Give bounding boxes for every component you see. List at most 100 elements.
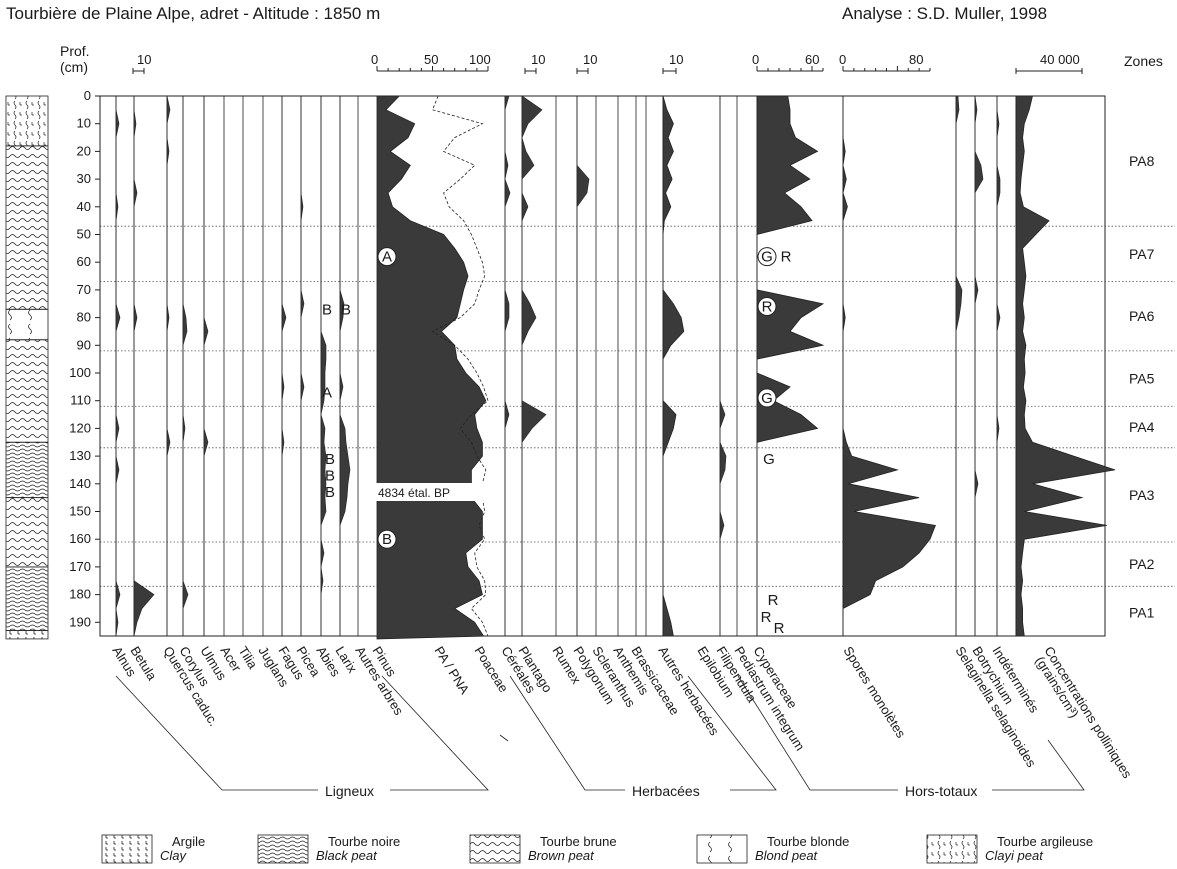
corylus-curve [182, 96, 189, 637]
depth-tick-label: 10 [77, 116, 91, 131]
lithology-layer-brown [5, 339, 49, 443]
depth-tick-label: 50 [77, 227, 91, 242]
cyperaceae-marker-r4: R [761, 609, 772, 626]
betula-scale-bar [132, 68, 145, 74]
depth-tick-label: 100 [69, 365, 91, 380]
legend-label: Argile [172, 834, 205, 849]
abies-marker-b3: B [325, 467, 335, 484]
legend-label: Tourbe noire [328, 834, 400, 849]
lithology-layer-blond [5, 308, 49, 341]
concentration-scale-bar [1015, 68, 1083, 74]
depth-tick-label: 90 [77, 337, 91, 352]
legend-label: Tourbe argileuse [997, 834, 1093, 849]
depth-tick-label: 130 [69, 448, 91, 463]
concentration-scale-label: 40 000 [1040, 52, 1080, 67]
taxon-label: Concentrations polliniques [1041, 644, 1135, 782]
abies-curve [320, 96, 327, 637]
lithology-layer-black [5, 566, 49, 632]
legend-label-english: Blond peat [755, 848, 819, 863]
group-bracket-line [992, 739, 1085, 791]
group-bracket-line [687, 675, 777, 791]
ulmus-curve [203, 96, 209, 637]
pinus-scale-100: 100 [469, 52, 491, 67]
legend-swatch [696, 834, 748, 864]
zone-label-pa4: PA4 [1129, 419, 1155, 435]
herbacees-scale-label: 10 [669, 52, 683, 67]
legend-label-english: Black peat [316, 848, 378, 863]
pinus-scale-ticks [376, 66, 489, 71]
lithology-layer-brown [5, 497, 49, 568]
cyperaceae-curve [756, 95, 825, 637]
depth-tick-label: 0 [84, 88, 91, 103]
depth-axis-title: Prof. [60, 43, 90, 59]
polygonum-curve [576, 96, 590, 637]
cyperaceae-scale-ticks [756, 66, 824, 71]
depth-tick-label: 120 [69, 420, 91, 435]
zone-boundaries: PA8 PA7 PA6 PA5 PA4 PA3 PA2 PA1 [100, 153, 1175, 621]
pinus-marker-a: A [382, 249, 392, 266]
cyperaceae-marker-g-circle [757, 247, 777, 267]
legend-swatch [926, 834, 978, 864]
group-ligneux: Ligneux [325, 783, 374, 799]
group-bracket-line [509, 675, 625, 791]
depth-axis-unit: (cm) [60, 59, 88, 75]
legend-label: Tourbe brune [540, 834, 617, 849]
group-bracket-line [115, 675, 318, 791]
cyperaceae-marker-r5: R [774, 620, 785, 637]
abies-marker-b2: B [325, 451, 335, 468]
pinus-curve [376, 95, 487, 640]
pa-pna-curve [431, 95, 489, 637]
zones-header: Zones [1124, 53, 1163, 69]
legend-label-english: Clayi peat [985, 848, 1044, 863]
depth-tick-label: 40 [77, 199, 91, 214]
date-label-box [374, 483, 486, 501]
botrychium-curve [974, 95, 984, 637]
lithology-layer-clay [5, 630, 49, 640]
group-hors-totaux: Hors-totaux [905, 783, 977, 799]
betula-scale-label: 10 [137, 52, 151, 67]
rumex-scale-bar [576, 68, 589, 74]
cyperaceae-marker-r2: R [762, 299, 773, 316]
cyperaceae-marker-g: G [761, 249, 773, 266]
legend-swatch [469, 834, 521, 864]
chart-title: Tourbière de Plaine Alpe, adret - Altitu… [6, 4, 381, 23]
depth-tick-label: 170 [69, 559, 91, 574]
group-brackets [115, 675, 1085, 791]
cereales-curve [504, 95, 511, 637]
pinus-scale-50: 50 [424, 52, 438, 67]
taxon-label: PA / PNA [431, 644, 472, 697]
lithology-layer-brown [5, 145, 49, 310]
taxon-label: Spores monolètes [840, 644, 909, 741]
herbacees-scale-bar [662, 68, 677, 74]
depth-tick-label: 70 [77, 282, 91, 297]
cyperaceae-scale-0: 0 [752, 52, 759, 67]
pinus-scale-0: 0 [371, 52, 378, 67]
zone-label-pa5: PA5 [1129, 371, 1155, 387]
depth-tick-label: 140 [69, 476, 91, 491]
abies-marker-b: B [322, 301, 332, 318]
cyperaceae-marker-g2: G [761, 390, 773, 407]
abies-marker-a: A [322, 384, 332, 401]
lithology-layer-black [5, 441, 49, 499]
depth-tick-label: 110 [70, 393, 91, 408]
pollen-curves [115, 95, 1116, 640]
analyst-credit: Analyse : S.D. Muller, 1998 [842, 4, 1048, 23]
spores-scale-0: 0 [839, 52, 846, 67]
pinus-marker-b: B [382, 531, 392, 548]
depth-tick-label: 150 [69, 504, 91, 519]
zone-label-pa3: PA3 [1129, 487, 1155, 503]
cereales-scale-bar [524, 68, 537, 74]
zone-label-pa6: PA6 [1129, 308, 1155, 324]
zone-label-pa8: PA8 [1129, 153, 1155, 169]
zone-label-pa2: PA2 [1129, 556, 1155, 572]
zone-label-pa1: PA1 [1129, 605, 1155, 621]
group-bracket-line [381, 675, 489, 791]
pinus-marker-a-circle [377, 247, 397, 267]
quercus-curve [166, 95, 171, 637]
cyperaceae-marker-r: R [781, 249, 792, 266]
cyperaceae-marker-r2-circle [757, 297, 777, 317]
alnus-curve [115, 96, 121, 637]
date-label: 4834 étal. BP [378, 486, 450, 500]
